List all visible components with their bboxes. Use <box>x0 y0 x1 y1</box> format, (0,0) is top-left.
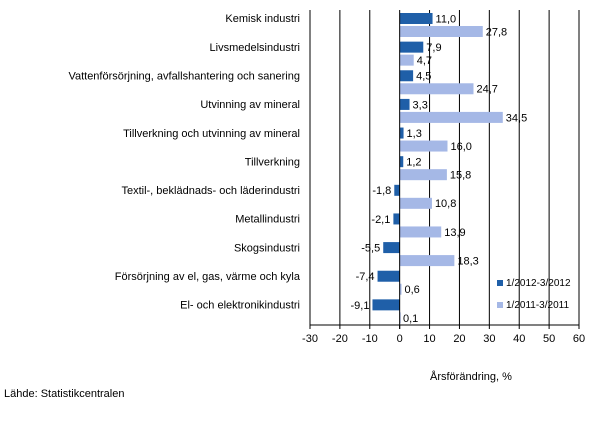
x-tick-label: -20 <box>332 333 348 345</box>
value-label: -9,1 <box>350 300 369 312</box>
value-label: 4,5 <box>416 71 431 83</box>
bar-2012 <box>377 270 400 282</box>
value-label: 10,8 <box>435 198 456 210</box>
bar-2012 <box>399 13 433 24</box>
legend: 1/2012-3/2012 1/2011-3/2011 <box>497 278 571 311</box>
value-label: -7,4 <box>356 271 375 283</box>
value-label: 1,3 <box>407 128 422 140</box>
value-label: -5,5 <box>361 242 380 254</box>
value-label: 24,7 <box>476 84 497 96</box>
value-label: 18,3 <box>457 255 478 267</box>
value-label: 34,5 <box>506 112 527 124</box>
x-tick-label: 40 <box>513 333 525 345</box>
bar-2012 <box>393 213 400 225</box>
bar-2012 <box>399 70 414 82</box>
legend-label: 1/2012-3/2012 <box>506 278 571 289</box>
bar-2011 <box>399 140 448 152</box>
bar-2011 <box>399 111 503 123</box>
x-tick-label: 50 <box>543 333 555 345</box>
x-axis-label: Årsförändring, % <box>430 370 512 383</box>
bar-2011 <box>399 283 402 295</box>
value-label: 1,2 <box>406 157 421 169</box>
x-tick-label: 0 <box>397 333 403 345</box>
category-labels: Kemisk industri Livsmedelsindustri Vattenf… <box>68 13 300 311</box>
bar-2011 <box>399 26 483 37</box>
category-label: Metallindustri <box>235 214 300 226</box>
bar-2012 <box>399 127 404 139</box>
value-label: -2,1 <box>371 214 390 226</box>
bar-2012 <box>383 242 400 254</box>
category-label: Textil-, beklädnads- och läderindustri <box>121 185 300 197</box>
legend-swatch <box>497 302 503 308</box>
bars <box>372 13 503 324</box>
x-tick-label: 20 <box>453 333 465 345</box>
value-label: 11,0 <box>436 13 457 25</box>
value-label: 13,9 <box>444 227 465 239</box>
bar-2012 <box>399 41 424 53</box>
legend-swatch <box>497 280 503 286</box>
bar-2011 <box>399 169 447 181</box>
value-label: 27,8 <box>486 26 507 38</box>
value-label: 16,0 <box>450 141 471 153</box>
bar-2012 <box>399 98 410 110</box>
bar-2011 <box>399 255 455 267</box>
category-label: Vattenförsörjning, avfallshantering och … <box>68 70 300 82</box>
value-label: 15,8 <box>450 170 471 182</box>
bar-2011 <box>399 54 414 66</box>
value-labels: 11,0 27,8 7,94,7 4,5 24,7 3,3 34,5 1,3 16,0 1,2 15… <box>350 13 527 324</box>
category-label: Utvinning av mineral <box>200 99 300 111</box>
bar-2011 <box>399 226 442 238</box>
category-label: Försörjning av el, gas, värme och kyla <box>115 271 301 283</box>
x-tick-label: -10 <box>362 333 378 345</box>
value-label: 3,3 <box>413 99 428 111</box>
bar-2012 <box>394 184 400 196</box>
x-tick-label: -30 <box>302 333 318 345</box>
value-label: 0,6 <box>404 284 419 296</box>
bar-2011 <box>399 197 432 209</box>
value-label: 7,9 <box>426 42 441 54</box>
x-tick-label: 10 <box>423 333 435 345</box>
category-label: Tillverkning <box>245 156 300 168</box>
grid-lines <box>309 10 580 325</box>
bar-2012 <box>372 299 400 311</box>
category-label: Livsmedelsindustri <box>210 42 300 54</box>
category-label: Tillverkning och utvinning av mineral <box>123 128 300 140</box>
source-note: Lähde: Statistikcentralen <box>4 388 125 400</box>
category-label: El- och elektronikindustri <box>180 300 300 312</box>
value-label: 0,1 <box>403 313 418 325</box>
bar-2012 <box>399 156 404 168</box>
category-label: Kemisk industri <box>225 13 300 25</box>
x-axis: -30 -20 -10 0 10 20 30 40 50 60 <box>302 10 585 345</box>
bar-2011 <box>399 83 474 95</box>
x-tick-label: 30 <box>483 333 495 345</box>
category-label: Skogsindustri <box>234 242 300 254</box>
legend-label: 1/2011-3/2011 <box>506 300 569 311</box>
value-label: 4,7 <box>417 55 432 67</box>
x-tick-label: 60 <box>573 333 585 345</box>
value-label: -1,8 <box>372 185 391 197</box>
